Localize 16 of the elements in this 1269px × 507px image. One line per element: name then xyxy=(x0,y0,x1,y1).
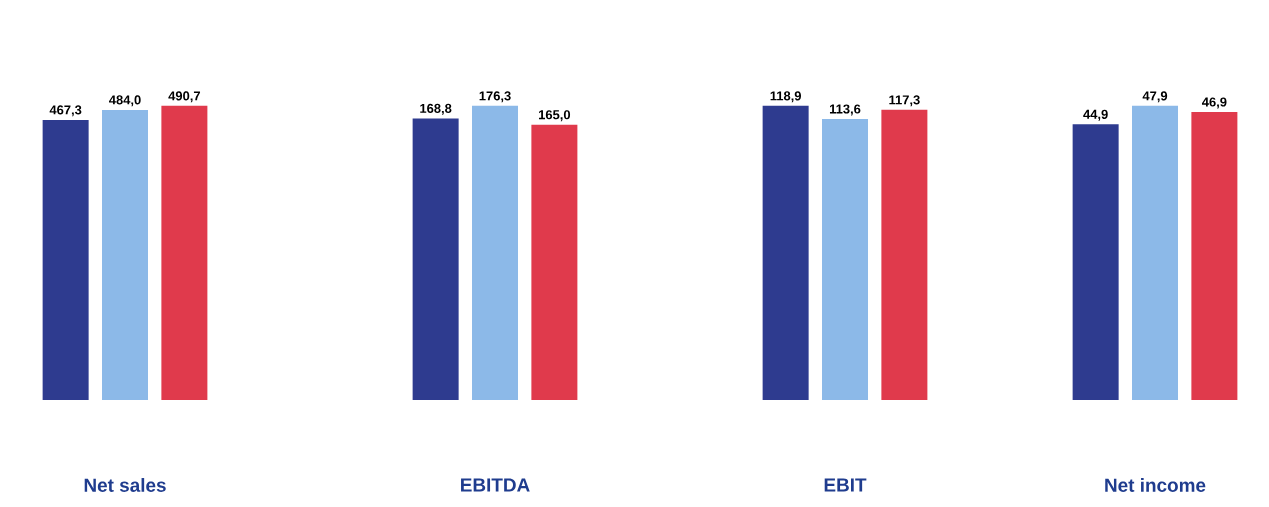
text: Net income xyxy=(1105,478,1206,492)
data-label: 118,9 xyxy=(770,91,801,103)
text: EBITDA xyxy=(461,478,530,492)
data-label: 176,3 xyxy=(479,91,511,103)
data-label: 484,0 xyxy=(109,95,141,107)
data-label: 490,7 xyxy=(168,91,201,103)
text: Net sales xyxy=(84,478,166,492)
data-label: 47,9 xyxy=(1142,91,1168,103)
data-label: 117,3 xyxy=(889,95,920,107)
data-label: 46,9 xyxy=(1201,97,1227,109)
data-label: 467,3 xyxy=(49,105,82,117)
data-label: 168,8 xyxy=(420,103,452,115)
data-label: 113,6 xyxy=(829,104,861,116)
data-label: 165,0 xyxy=(538,110,571,122)
data-label: 44,9 xyxy=(1083,109,1108,121)
text: EBIT xyxy=(824,478,867,492)
